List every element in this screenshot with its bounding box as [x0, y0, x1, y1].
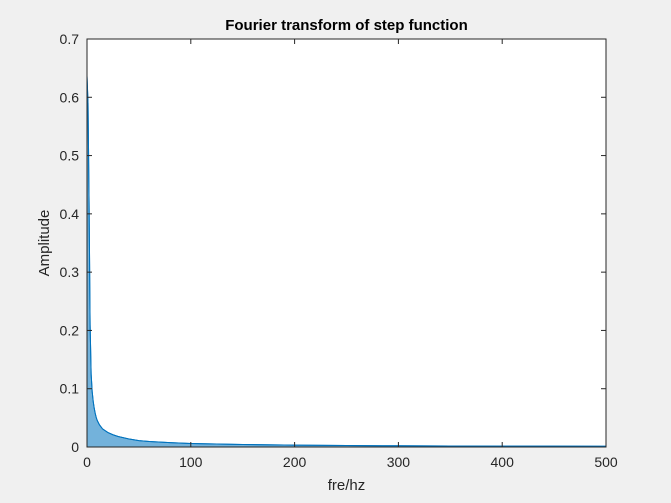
x-tick-label: 400 — [491, 454, 515, 470]
plot-area — [87, 39, 606, 447]
y-tick-label: 0.4 — [60, 206, 80, 222]
x-tick-label: 500 — [594, 454, 618, 470]
y-tick-label: 0.2 — [60, 322, 80, 338]
y-tick-label: 0.7 — [60, 31, 80, 47]
x-tick-label: 0 — [83, 454, 91, 470]
axes-frame — [86, 38, 607, 448]
y-axis-label: Amplitude — [36, 210, 53, 277]
y-tick-label: 0.6 — [60, 89, 80, 105]
x-tick-label: 300 — [387, 454, 411, 470]
x-axis-label: fre/hz — [328, 477, 366, 494]
y-tick-label: 0.1 — [60, 381, 80, 397]
y-ticks: 0 0.1 0.2 0.3 0.4 0.5 0.6 0.7 — [60, 31, 606, 455]
x-tick-label: 100 — [179, 454, 203, 470]
x-ticks: 0 100 200 300 400 500 — [83, 39, 618, 470]
x-tick-label: 200 — [283, 454, 307, 470]
y-tick-label: 0 — [71, 439, 79, 455]
series-0-line — [86, 75, 607, 447]
axes-box — [86, 38, 607, 448]
chart-title: Fourier transform of step function — [225, 17, 468, 34]
y-tick-label: 0.5 — [60, 148, 80, 164]
y-tick-label: 0.3 — [60, 264, 80, 280]
